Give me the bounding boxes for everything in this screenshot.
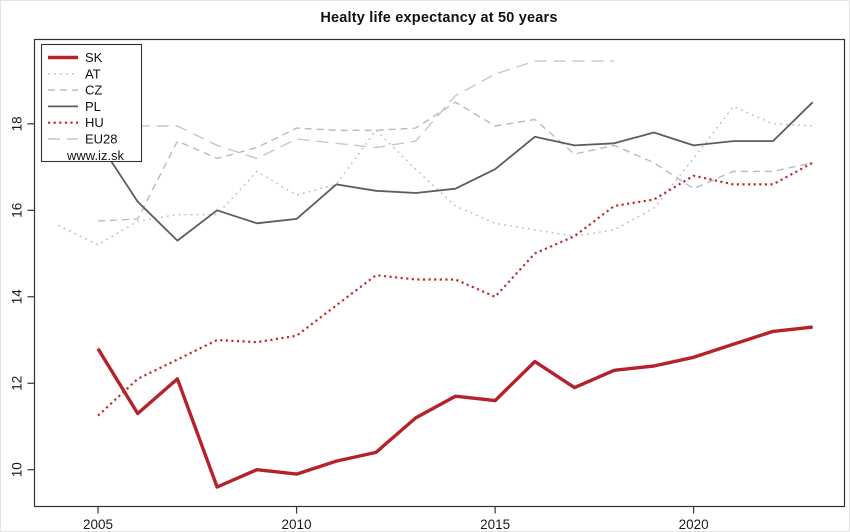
series-line-cz [97, 101, 813, 222]
legend-label-eu28: EU28 [85, 132, 118, 147]
legend-label-cz: CZ [85, 83, 102, 98]
y-tick-label-18: 18 [10, 116, 25, 131]
chart-title: Healty life expectancy at 50 years [320, 10, 558, 26]
x-tick-label-2020: 2020 [679, 517, 709, 532]
series-line-at [57, 105, 813, 246]
x-tick-label-2015: 2015 [480, 517, 510, 532]
legend-watermark: www.iz.sk [66, 148, 125, 163]
legend-label-hu: HU [85, 115, 104, 130]
series-line-hu [97, 161, 814, 417]
x-tick-label-2010: 2010 [282, 517, 312, 532]
plot-border [33, 38, 846, 508]
legend-label-at: AT [85, 66, 101, 81]
series-line-eu28 [137, 60, 615, 160]
legend-label-sk: SK [85, 50, 103, 65]
y-tick-label-16: 16 [10, 203, 25, 218]
legend-label-pl: PL [85, 99, 101, 114]
y-tick-label-14: 14 [10, 289, 25, 305]
y-tick-label-10: 10 [10, 462, 25, 477]
legend-box [40, 43, 143, 163]
series-line-sk [96, 325, 813, 489]
series-line-pl [97, 101, 814, 242]
y-tick-label-12: 12 [10, 376, 25, 391]
x-tick-label-2005: 2005 [83, 517, 113, 532]
